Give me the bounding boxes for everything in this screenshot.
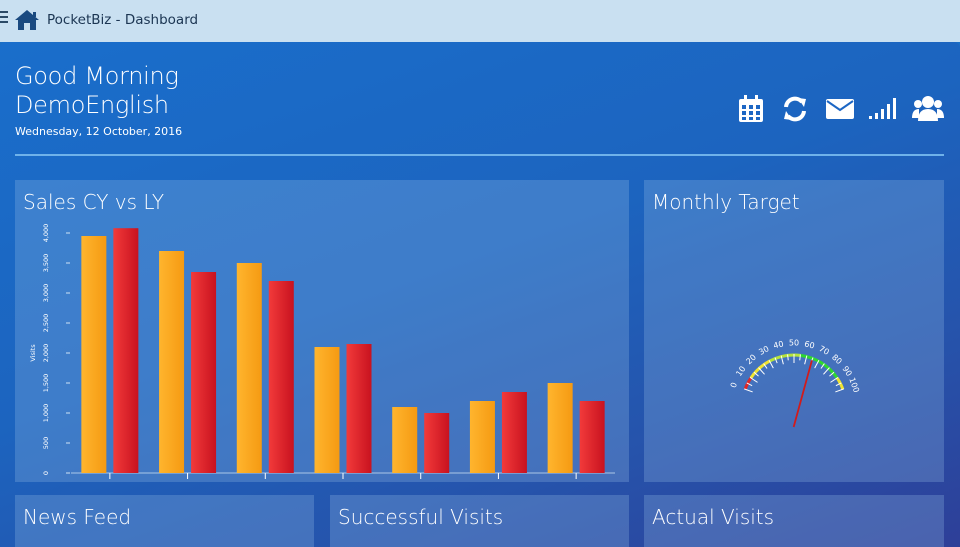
monthly-target-panel: Monthly Target 0 10 20 30 40 50 60 70 80 90 100 xyxy=(644,180,944,482)
bar-series-2-august[interactable] xyxy=(424,413,450,473)
gauge-tick xyxy=(774,357,778,364)
gauge-tick-label: 20 xyxy=(744,353,758,367)
y-tick-label: 1,500 xyxy=(42,374,50,393)
gauge-tick-label: 90 xyxy=(840,364,853,377)
news-feed-title: News Feed xyxy=(23,505,132,529)
actual-visits-panel[interactable]: Actual Visits xyxy=(644,495,944,547)
y-tick-label: 3,000 xyxy=(42,284,50,303)
y-tick-label: 500 xyxy=(42,437,50,449)
gauge-tick-label: 40 xyxy=(772,339,784,350)
bar-series-2-july[interactable] xyxy=(501,392,527,473)
y-tick-label: 3,500 xyxy=(42,254,50,273)
gauge-tick xyxy=(753,371,759,377)
gauge-tick xyxy=(744,388,753,393)
gauge-tick xyxy=(758,367,765,375)
gauge-tick xyxy=(787,354,789,361)
gauge-tick-label: 10 xyxy=(734,364,747,377)
y-axis-label: Visits xyxy=(29,344,37,362)
sales-bar-chart: Visits 0 500 1,000 1,500 2,000 2,500 3,000 3,500… xyxy=(29,224,615,479)
gauge-tick xyxy=(814,359,820,369)
y-tick-label: 2,500 xyxy=(42,314,50,333)
gauge-tick xyxy=(820,363,825,369)
dashboard: Good Morning DemoEnglish Wednesday, 12 O… xyxy=(0,42,960,547)
sales-chart-panel: Sales CY vs LY Visits 0 500 1,000 1,500 2,000… xyxy=(15,180,629,482)
gauge-tick-label: 0 xyxy=(729,381,739,389)
user-name: DemoEnglish xyxy=(15,91,169,119)
current-date: Wednesday, 12 October, 2016 xyxy=(15,125,183,138)
bar-series-2-september[interactable] xyxy=(346,344,372,473)
refresh-icon[interactable] xyxy=(782,95,808,127)
y-tick-label: 4,000 xyxy=(42,224,50,243)
gauge-tick xyxy=(768,359,774,369)
greeting-text: Good Morning xyxy=(15,62,179,90)
bar-series-2-october[interactable] xyxy=(268,281,294,473)
home-icon[interactable] xyxy=(14,9,40,35)
gauge-tick-label: 30 xyxy=(757,344,770,357)
bar-series-2-november[interactable] xyxy=(191,272,217,473)
signal-icon[interactable] xyxy=(868,96,898,124)
successful-visits-title: Successful Visits xyxy=(338,505,504,529)
gauge-tick xyxy=(746,382,753,387)
bar-series-2-december[interactable] xyxy=(113,228,139,473)
bar-series-1-december[interactable] xyxy=(81,236,107,473)
bar-series-1-july[interactable] xyxy=(469,401,495,473)
gauge-tick-label: 60 xyxy=(803,339,815,350)
bar-series-1-october[interactable] xyxy=(236,263,262,473)
monthly-target-title: Monthly Target xyxy=(652,190,800,214)
gauge-tick xyxy=(763,363,768,369)
gauge-tick-label: 80 xyxy=(830,353,844,367)
users-icon[interactable] xyxy=(912,94,944,128)
successful-visits-panel[interactable]: Successful Visits xyxy=(330,495,629,547)
gauge-tick xyxy=(835,388,844,393)
bar-series-2-june[interactable] xyxy=(579,401,605,473)
news-feed-panel[interactable]: News Feed xyxy=(15,495,314,547)
y-tick-label: 0 xyxy=(42,471,50,475)
calendar-icon[interactable] xyxy=(737,94,765,128)
menu-icon[interactable] xyxy=(0,11,8,26)
y-tick-label: 2,000 xyxy=(42,344,50,363)
gauge-band-green xyxy=(800,353,839,379)
bar-series-1-june[interactable] xyxy=(547,383,573,473)
gauge-tick xyxy=(749,376,758,383)
gauge-tick xyxy=(804,355,808,365)
bar-series-1-november[interactable] xyxy=(159,251,185,473)
gauge-tick xyxy=(799,354,801,361)
gauge-needle xyxy=(792,360,813,428)
gauge-tick-label: 70 xyxy=(817,344,830,357)
gauge-band-lightgreen xyxy=(768,353,801,363)
gauge-tick xyxy=(780,355,784,365)
gauge-tick-label: 50 xyxy=(789,339,799,348)
app-title: PocketBiz - Dashboard xyxy=(47,12,199,28)
mail-icon[interactable] xyxy=(825,98,855,124)
sales-chart-title: Sales CY vs LY xyxy=(23,190,165,214)
gauge-tick xyxy=(835,382,842,387)
header-divider xyxy=(15,154,944,156)
gauge-tick xyxy=(830,376,839,383)
gauge-tick xyxy=(823,367,830,375)
bar-series-1-august[interactable] xyxy=(392,407,418,473)
y-tick-label: 1,000 xyxy=(42,404,50,423)
app-header: PocketBiz - Dashboard xyxy=(0,0,960,42)
bar-series-1-september[interactable] xyxy=(314,347,340,473)
gauge-tick xyxy=(829,371,835,377)
actual-visits-title: Actual Visits xyxy=(652,505,775,529)
gauge-tick-label: 100 xyxy=(847,376,861,393)
